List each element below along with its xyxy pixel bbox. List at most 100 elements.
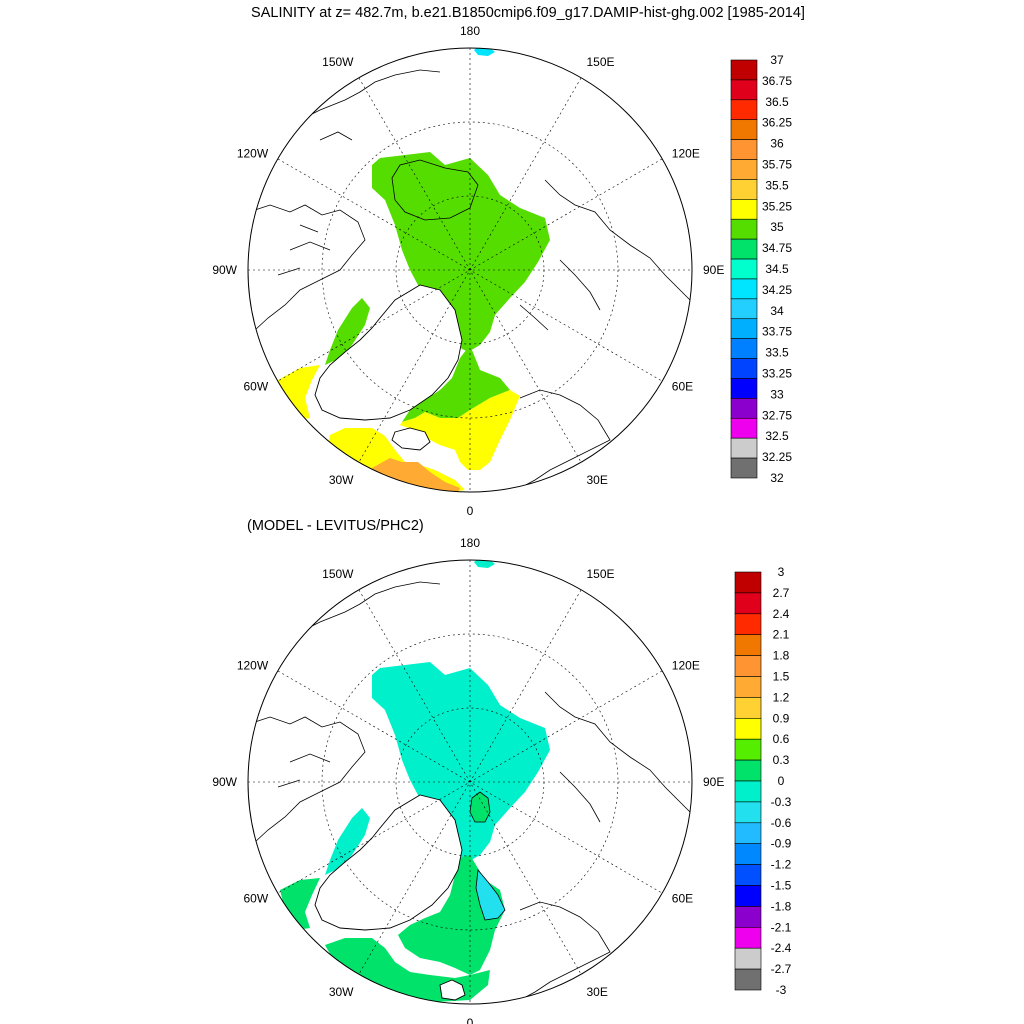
siberia-coast-diff — [544, 691, 691, 823]
colorbar-label: -3 — [776, 983, 787, 997]
colorbar-swatch — [734, 613, 762, 635]
scandinavia-coast — [519, 389, 611, 489]
colorbar-label: 34.25 — [762, 283, 792, 297]
colorbar-label: 33.75 — [762, 325, 792, 339]
colorbar-swatch — [734, 780, 762, 803]
difference-title: (MODEL - LEVITUS/PHC2) — [247, 518, 424, 534]
colorbar-label: 1.5 — [773, 670, 790, 684]
canadian-archipelago-coast-diff — [254, 716, 366, 843]
labrador-diff-fill — [280, 878, 320, 930]
colorbar-label: 34.5 — [765, 262, 789, 276]
colorbar-swatch — [730, 99, 758, 121]
colorbar-swatch — [730, 119, 758, 140]
colorbar-label: -0.3 — [771, 795, 792, 809]
colorbar-swatch — [730, 398, 758, 419]
colorbar-label: 35.75 — [762, 158, 792, 172]
longitude-label: 120E — [672, 659, 700, 673]
difference-map: 180 150E 120E 90E 60E 30E 0 30W 60W 90W 120W 150W 3… — [212, 536, 791, 1024]
colorbar-label: 33.25 — [762, 367, 792, 381]
arctic-basin-diff-fill — [372, 662, 550, 862]
longitude-label: 90E — [703, 775, 724, 789]
colorbar-label: 2.4 — [773, 607, 790, 621]
longitude-label: 60W — [244, 892, 269, 906]
colorbar-label: 2.7 — [773, 586, 790, 600]
nordic-seas-fill — [402, 345, 510, 422]
longitude-label: 150E — [587, 567, 615, 581]
colorbar-swatch — [730, 417, 758, 439]
colorbar-label: 32.75 — [762, 408, 792, 422]
difference-map-border — [247, 559, 693, 1005]
colorbar-label: 36.75 — [762, 74, 792, 88]
colorbar-swatch — [734, 655, 762, 677]
colorbar-swatch — [734, 738, 762, 761]
longitude-label: 120W — [237, 659, 269, 673]
canadian-archipelago-coast — [254, 204, 366, 331]
colorbar-label: 32.25 — [762, 450, 792, 464]
salinity-colorbar: 37 36.75 36.5 36.25 36 35.75 35.5 35.25 35 34.75 3… — [730, 53, 792, 485]
colorbar-label: 32.5 — [765, 429, 789, 443]
longitude-label: 30W — [329, 473, 354, 487]
longitude-label: 30E — [587, 473, 608, 487]
bering-fill — [474, 48, 495, 56]
longitude-label: 150W — [322, 55, 354, 69]
siberia-coast — [519, 179, 691, 331]
baffin-bay-fill — [325, 298, 370, 365]
colorbar-swatch — [734, 885, 762, 907]
longitude-label: 90W — [212, 775, 237, 789]
colorbar-swatch — [734, 801, 762, 824]
alaska-coast — [299, 69, 441, 141]
colorbar-swatch — [730, 218, 758, 240]
colorbar-swatch — [734, 822, 762, 844]
colorbar-swatch — [734, 906, 762, 928]
longitude-label: 180 — [460, 536, 480, 550]
longitude-label: 120W — [237, 147, 269, 161]
salinity-map-border — [247, 47, 693, 493]
salinity-map: 180 150E 120E 90E 60E 30E 0 30W 60W 90W 120W 150W 3… — [212, 24, 792, 518]
colorbar-swatch — [730, 79, 758, 101]
colorbar-swatch — [734, 864, 762, 886]
colorbar-label: -2.1 — [771, 920, 792, 934]
colorbar-label: -1.2 — [771, 858, 792, 872]
colorbar-label: 0.3 — [773, 753, 790, 767]
colorbar-swatch — [734, 592, 762, 615]
salinity-gridlines — [248, 48, 692, 492]
arctic-basin-fill — [372, 152, 550, 352]
colorbar-swatch — [730, 59, 758, 81]
greenland-coast-diff — [314, 794, 463, 931]
colorbar-label: -2.4 — [771, 941, 792, 955]
colorbar-label: -1.5 — [771, 879, 792, 893]
colorbar-swatch — [734, 968, 762, 991]
alaska-coast-diff — [299, 581, 441, 633]
colorbar-label: 0.6 — [773, 732, 790, 746]
colorbar-label: 35 — [770, 220, 784, 234]
longitude-label: 90W — [212, 263, 237, 277]
colorbar-label: 3 — [778, 565, 785, 579]
colorbar-swatch — [730, 298, 758, 320]
salinity-longitude-labels: 180 150E 120E 90E 60E 30E 0 30W 60W 90W 120W 150W — [212, 24, 724, 518]
colorbar-label: -2.7 — [771, 962, 792, 976]
colorbar-label: 36.5 — [765, 95, 789, 109]
colorbar-label: 1.8 — [773, 649, 790, 663]
longitude-label: 150W — [322, 567, 354, 581]
colorbar-swatch — [730, 338, 758, 359]
longitude-label: 30E — [587, 985, 608, 999]
colorbar-label: -0.9 — [771, 837, 792, 851]
colorbar-label: 33 — [770, 387, 784, 401]
colorbar-swatch — [730, 318, 758, 339]
longitude-label: 60E — [672, 380, 693, 394]
colorbar-label: 34 — [770, 304, 784, 318]
colorbar-swatch — [734, 717, 762, 740]
difference-longitude-labels: 180 150E 120E 90E 60E 30E 0 30W 60W 90W 120W 150W — [212, 536, 724, 1024]
iceland-coast — [391, 427, 431, 451]
colorbar-swatch — [734, 697, 762, 719]
norwegian-sea-fill — [400, 390, 520, 470]
longitude-label: 0 — [467, 504, 474, 518]
salinity-field — [254, 48, 691, 492]
colorbar-label: 36 — [770, 137, 784, 151]
colorbar-label: 32 — [770, 471, 784, 485]
colorbar-swatch — [734, 676, 762, 698]
bering-diff-fill — [474, 560, 495, 568]
longitude-label: 0 — [467, 1016, 474, 1024]
longitude-label: 90E — [703, 263, 724, 277]
